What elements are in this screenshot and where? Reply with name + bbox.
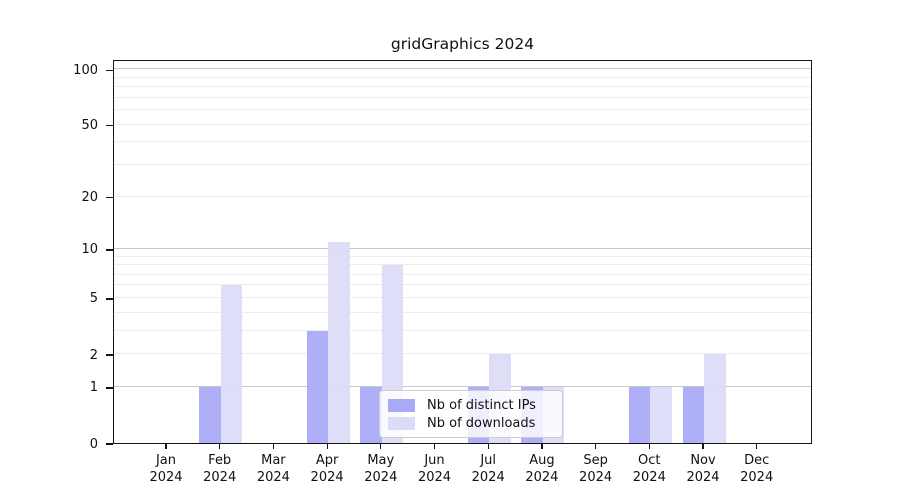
gridline-minor-20 xyxy=(114,195,811,197)
gridline-minor-6 xyxy=(114,284,811,286)
legend-item-distinct-ips: Nb of distinct IPs xyxy=(388,398,554,413)
gridline-major-100 xyxy=(114,68,811,70)
gridline-minor-40 xyxy=(114,141,811,143)
gridline-minor-8 xyxy=(114,264,811,266)
gridline-major-1 xyxy=(114,385,811,387)
x-tick-mark-mar-2024 xyxy=(272,443,275,449)
y-tick-mark-1 xyxy=(106,387,113,389)
x-tick-label-jun-2024: Jun 2024 xyxy=(417,453,452,485)
bar-distinct-ips-nov-2024 xyxy=(682,386,704,443)
chart-title: gridGraphics 2024 xyxy=(390,35,535,53)
legend-label-downloads: Nb of downloads xyxy=(427,415,536,431)
x-tick-mark-may-2024 xyxy=(380,443,382,449)
x-tick-label-dec-2024: Dec 2024 xyxy=(740,453,774,485)
y-tick-label-0: 0 xyxy=(89,436,98,452)
bar-distinct-ips-oct-2024 xyxy=(628,386,651,443)
x-tick-label-mar-2024: Mar 2024 xyxy=(256,453,290,485)
x-tick-label-apr-2024: Apr 2024 xyxy=(310,453,344,485)
gridline-minor-5 xyxy=(114,296,811,298)
legend-swatch-distinct-ips xyxy=(388,398,415,412)
y-tick-label-1: 1 xyxy=(89,380,98,396)
x-tick-label-may-2024: May 2024 xyxy=(364,453,398,485)
gridline-minor-3 xyxy=(114,329,811,331)
gridline-minor-9 xyxy=(114,255,811,257)
bar-distinct-ips-apr-2024 xyxy=(306,330,329,443)
x-tick-mark-jun-2024 xyxy=(433,443,436,449)
gridline-major-10 xyxy=(114,247,811,249)
gridline-minor-4 xyxy=(114,311,811,313)
x-tick-mark-aug-2024 xyxy=(541,443,543,449)
plot-area: Nb of distinct IPs Nb of downloads xyxy=(113,60,812,444)
x-tick-mark-jan-2024 xyxy=(165,443,167,449)
x-tick-mark-apr-2024 xyxy=(326,443,328,449)
x-tick-label-jul-2024: Jul 2024 xyxy=(471,453,505,485)
y-tick-label-5: 5 xyxy=(89,291,98,307)
x-tick-mark-dec-2024 xyxy=(756,443,758,449)
y-tick-mark-100 xyxy=(106,69,113,72)
gridline-minor-30 xyxy=(114,164,811,166)
y-tick-label-50: 50 xyxy=(81,118,98,134)
gridline-minor-7 xyxy=(114,273,811,275)
bar-downloads-nov-2024 xyxy=(704,354,726,443)
x-tick-label-oct-2024: Oct 2024 xyxy=(632,453,666,485)
x-tick-label-sep-2024: Sep 2024 xyxy=(579,453,613,485)
gridline-minor-2 xyxy=(114,353,811,355)
x-tick-mark-sep-2024 xyxy=(595,443,597,449)
y-tick-mark-2 xyxy=(106,354,113,356)
bar-distinct-ips-may-2024 xyxy=(360,386,382,443)
gridline-minor-90 xyxy=(114,76,811,78)
legend-swatch-downloads xyxy=(388,416,415,430)
x-tick-label-jan-2024: Jan 2024 xyxy=(149,453,183,485)
y-tick-label-2: 2 xyxy=(89,347,98,363)
legend-label-distinct-ips: Nb of distinct IPs xyxy=(427,397,536,413)
gridline-minor-70 xyxy=(114,96,811,98)
y-tick-label-10: 10 xyxy=(81,242,98,258)
y-tick-mark-20 xyxy=(106,196,113,199)
bar-downloads-apr-2024 xyxy=(328,241,350,443)
bar-downloads-oct-2024 xyxy=(650,386,672,443)
x-tick-mark-oct-2024 xyxy=(648,443,650,449)
legend-item-downloads: Nb of downloads xyxy=(388,416,554,431)
y-tick-mark-10 xyxy=(106,249,113,251)
x-tick-label-nov-2024: Nov 2024 xyxy=(686,453,720,485)
bar-distinct-ips-feb-2024 xyxy=(199,386,221,443)
x-tick-mark-jul-2024 xyxy=(487,443,489,449)
y-tick-label-100: 100 xyxy=(73,62,98,78)
y-tick-label-20: 20 xyxy=(81,190,98,206)
y-tick-mark-0 xyxy=(106,443,113,445)
x-tick-mark-nov-2024 xyxy=(702,443,704,449)
x-tick-mark-feb-2024 xyxy=(219,443,221,449)
gridline-minor-80 xyxy=(114,86,811,88)
x-tick-label-aug-2024: Aug 2024 xyxy=(525,453,559,485)
gridline-minor-50 xyxy=(114,123,811,125)
bar-downloads-feb-2024 xyxy=(220,285,243,443)
y-tick-mark-5 xyxy=(106,298,113,300)
legend: Nb of distinct IPs Nb of downloads xyxy=(379,390,563,438)
gridline-minor-60 xyxy=(114,109,811,111)
x-tick-label-feb-2024: Feb 2024 xyxy=(203,453,237,485)
y-tick-mark-50 xyxy=(106,125,113,127)
